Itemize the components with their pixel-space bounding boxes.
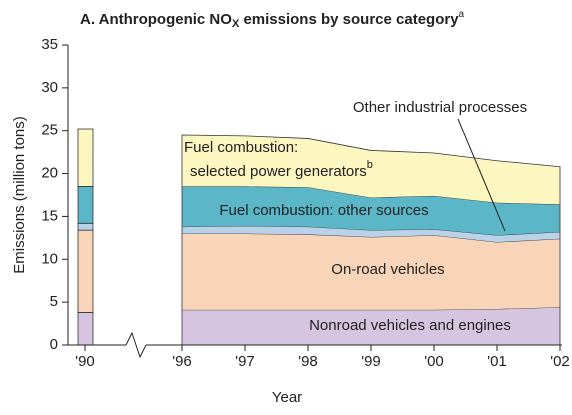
title-superscript: a xyxy=(459,9,465,20)
title-text: emissions by source category xyxy=(239,11,459,28)
y-tick-label: 35 xyxy=(41,36,58,53)
y-tick-label: 20 xyxy=(41,165,58,182)
x-tick-label: '00 xyxy=(424,353,444,370)
y-tick-label: 10 xyxy=(41,250,58,267)
y-axis-label: Emissions (million tons) xyxy=(11,116,28,274)
x-tick-label: '98 xyxy=(298,353,318,370)
x-axis-label: Year xyxy=(272,389,302,406)
series-label: Fuel combustion: other sources xyxy=(219,202,428,219)
y-tick-label: 30 xyxy=(41,79,58,96)
area-segment xyxy=(77,222,94,231)
x-tick-label: '99 xyxy=(361,353,381,370)
title-text: A. Anthropogenic NO xyxy=(80,11,232,28)
y-tick-label: 0 xyxy=(50,336,58,353)
x-tick-label: '96 xyxy=(172,353,192,370)
x-tick-label: '90 xyxy=(75,353,95,370)
title-subscript: X xyxy=(232,18,240,30)
area-segment xyxy=(77,186,94,224)
area xyxy=(182,135,560,205)
y-tick-label: 15 xyxy=(41,207,58,224)
area xyxy=(182,225,560,243)
area-edge xyxy=(181,134,561,205)
series-label: selected power generatorsb xyxy=(190,159,373,180)
area xyxy=(182,186,560,236)
label-text: selected power generators xyxy=(190,163,367,180)
area-segment xyxy=(77,128,94,187)
x-tick-label: '01 xyxy=(487,353,507,370)
axis-break xyxy=(125,331,147,359)
label-superscript: b xyxy=(367,159,373,171)
y-tick-label: 25 xyxy=(41,122,58,139)
y-tick-label: 5 xyxy=(50,293,58,310)
series-label: Other industrial processes xyxy=(353,99,527,116)
plot xyxy=(77,128,561,346)
series-label: Nonroad vehicles and engines xyxy=(309,317,511,334)
area-segment xyxy=(77,229,94,313)
x-tick-label: '97 xyxy=(235,353,255,370)
area xyxy=(182,233,560,310)
chart-title: A. Anthropogenic NOX emissions by source… xyxy=(80,9,465,30)
leader-line xyxy=(457,118,506,232)
area-segment xyxy=(77,312,94,346)
area xyxy=(182,307,560,345)
series-label: Fuel combustion: xyxy=(184,139,298,156)
series-label: On-road vehicles xyxy=(331,261,444,278)
x-tick-label: '02 xyxy=(550,353,570,370)
